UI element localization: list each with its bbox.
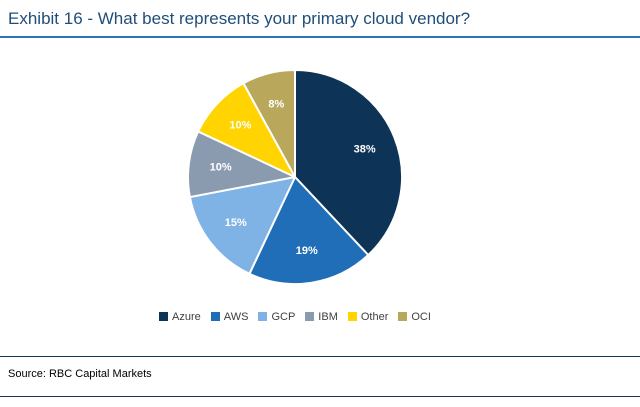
legend-label-aws: AWS: [223, 310, 249, 323]
title-underline-rule: [0, 36, 640, 38]
legend-swatch-ibm: [305, 312, 315, 322]
legend-swatch-aws: [210, 312, 220, 322]
source-text: Source: RBC Capital Markets: [8, 368, 152, 380]
legend-swatch-azure: [159, 312, 169, 322]
legend-swatch-other: [347, 312, 357, 322]
legend-item-azure: Azure: [159, 311, 201, 323]
pie-data-label-oci: 8%: [268, 98, 284, 110]
legend-label-azure: Azure: [172, 310, 201, 323]
legend-item-ibm: IBM: [305, 311, 338, 323]
chart-legend: Azure AWS GCP IBM Other OCI: [0, 308, 615, 326]
legend-item-aws: AWS: [210, 310, 249, 323]
legend-item-other: Other: [347, 310, 389, 323]
pie-data-label-azure: 38%: [354, 143, 376, 155]
legend-item-oci: OCI: [398, 311, 431, 323]
legend-label-other: Other: [360, 310, 389, 323]
footer-bottom-rule: [0, 396, 640, 397]
pie-data-label-gcp: 15%: [225, 217, 247, 229]
pie-chart: 38% 19% 15% 10% 10% 8%: [187, 69, 403, 285]
legend-label-oci: OCI: [411, 310, 431, 323]
legend-swatch-oci: [398, 312, 408, 322]
pie-slice-oci: [242, 69, 296, 178]
footer-top-rule: [0, 356, 640, 357]
pie-data-label-aws: 19%: [296, 245, 318, 257]
legend-item-gcp: GCP: [258, 311, 295, 323]
legend-label-ibm: IBM: [318, 310, 338, 323]
pie-slice-azure: [294, 69, 403, 256]
pie-slice-gcp: [188, 176, 296, 275]
legend-label-gcp: GCP: [271, 310, 296, 323]
pie-data-label-ibm: 10%: [210, 162, 232, 174]
pie-slice-aws: [248, 176, 370, 285]
pie-data-label-other: 10%: [229, 120, 251, 132]
exhibit-title: Exhibit 16 - What best represents your p…: [8, 9, 471, 28]
legend-swatch-gcp: [258, 312, 268, 322]
